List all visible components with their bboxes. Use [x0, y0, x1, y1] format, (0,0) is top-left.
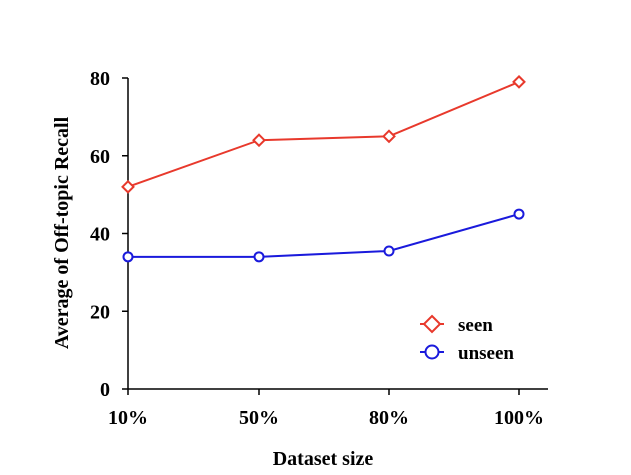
x-tick-label: 10%	[108, 407, 148, 429]
legend-marker	[424, 344, 440, 360]
series-seen	[121, 74, 526, 194]
y-tick-label: 80	[90, 68, 110, 90]
series-unseen	[122, 208, 525, 263]
series-line-unseen	[128, 213, 520, 258]
y-axis-title: Average of Off-topic Recall	[51, 116, 73, 349]
data-point-unseen	[253, 251, 265, 263]
series-line-seen	[127, 80, 520, 188]
legend-label: seen	[458, 315, 493, 336]
x-axis-title: Dataset size	[273, 448, 374, 470]
legend-label: unseen	[458, 343, 514, 364]
y-tick-label: 20	[90, 301, 110, 323]
series-layer	[121, 74, 526, 263]
x-tick-label: 100%	[494, 407, 544, 429]
legend-marker	[422, 314, 442, 334]
data-point-unseen	[513, 208, 525, 220]
y-tick-label: 60	[90, 146, 110, 168]
y-tick-labels: 0 20 40 60 80	[90, 68, 128, 401]
data-point-seen	[252, 133, 266, 148]
data-point-seen	[512, 74, 526, 89]
y-tick-label: 0	[100, 379, 110, 401]
data-point-unseen	[122, 251, 134, 263]
data-point-unseen	[383, 245, 395, 257]
y-tick-label: 40	[90, 224, 110, 246]
x-tick-label: 50%	[239, 407, 279, 429]
data-point-seen	[382, 129, 396, 144]
x-tick-label: 80%	[369, 407, 409, 429]
legend: seen unseen	[420, 314, 514, 364]
data-point-seen	[121, 179, 135, 194]
legend-item-seen: seen	[420, 314, 493, 336]
x-tick-labels: 10% 50% 80% 100%	[108, 389, 544, 429]
legend-item-unseen: unseen	[420, 343, 514, 364]
